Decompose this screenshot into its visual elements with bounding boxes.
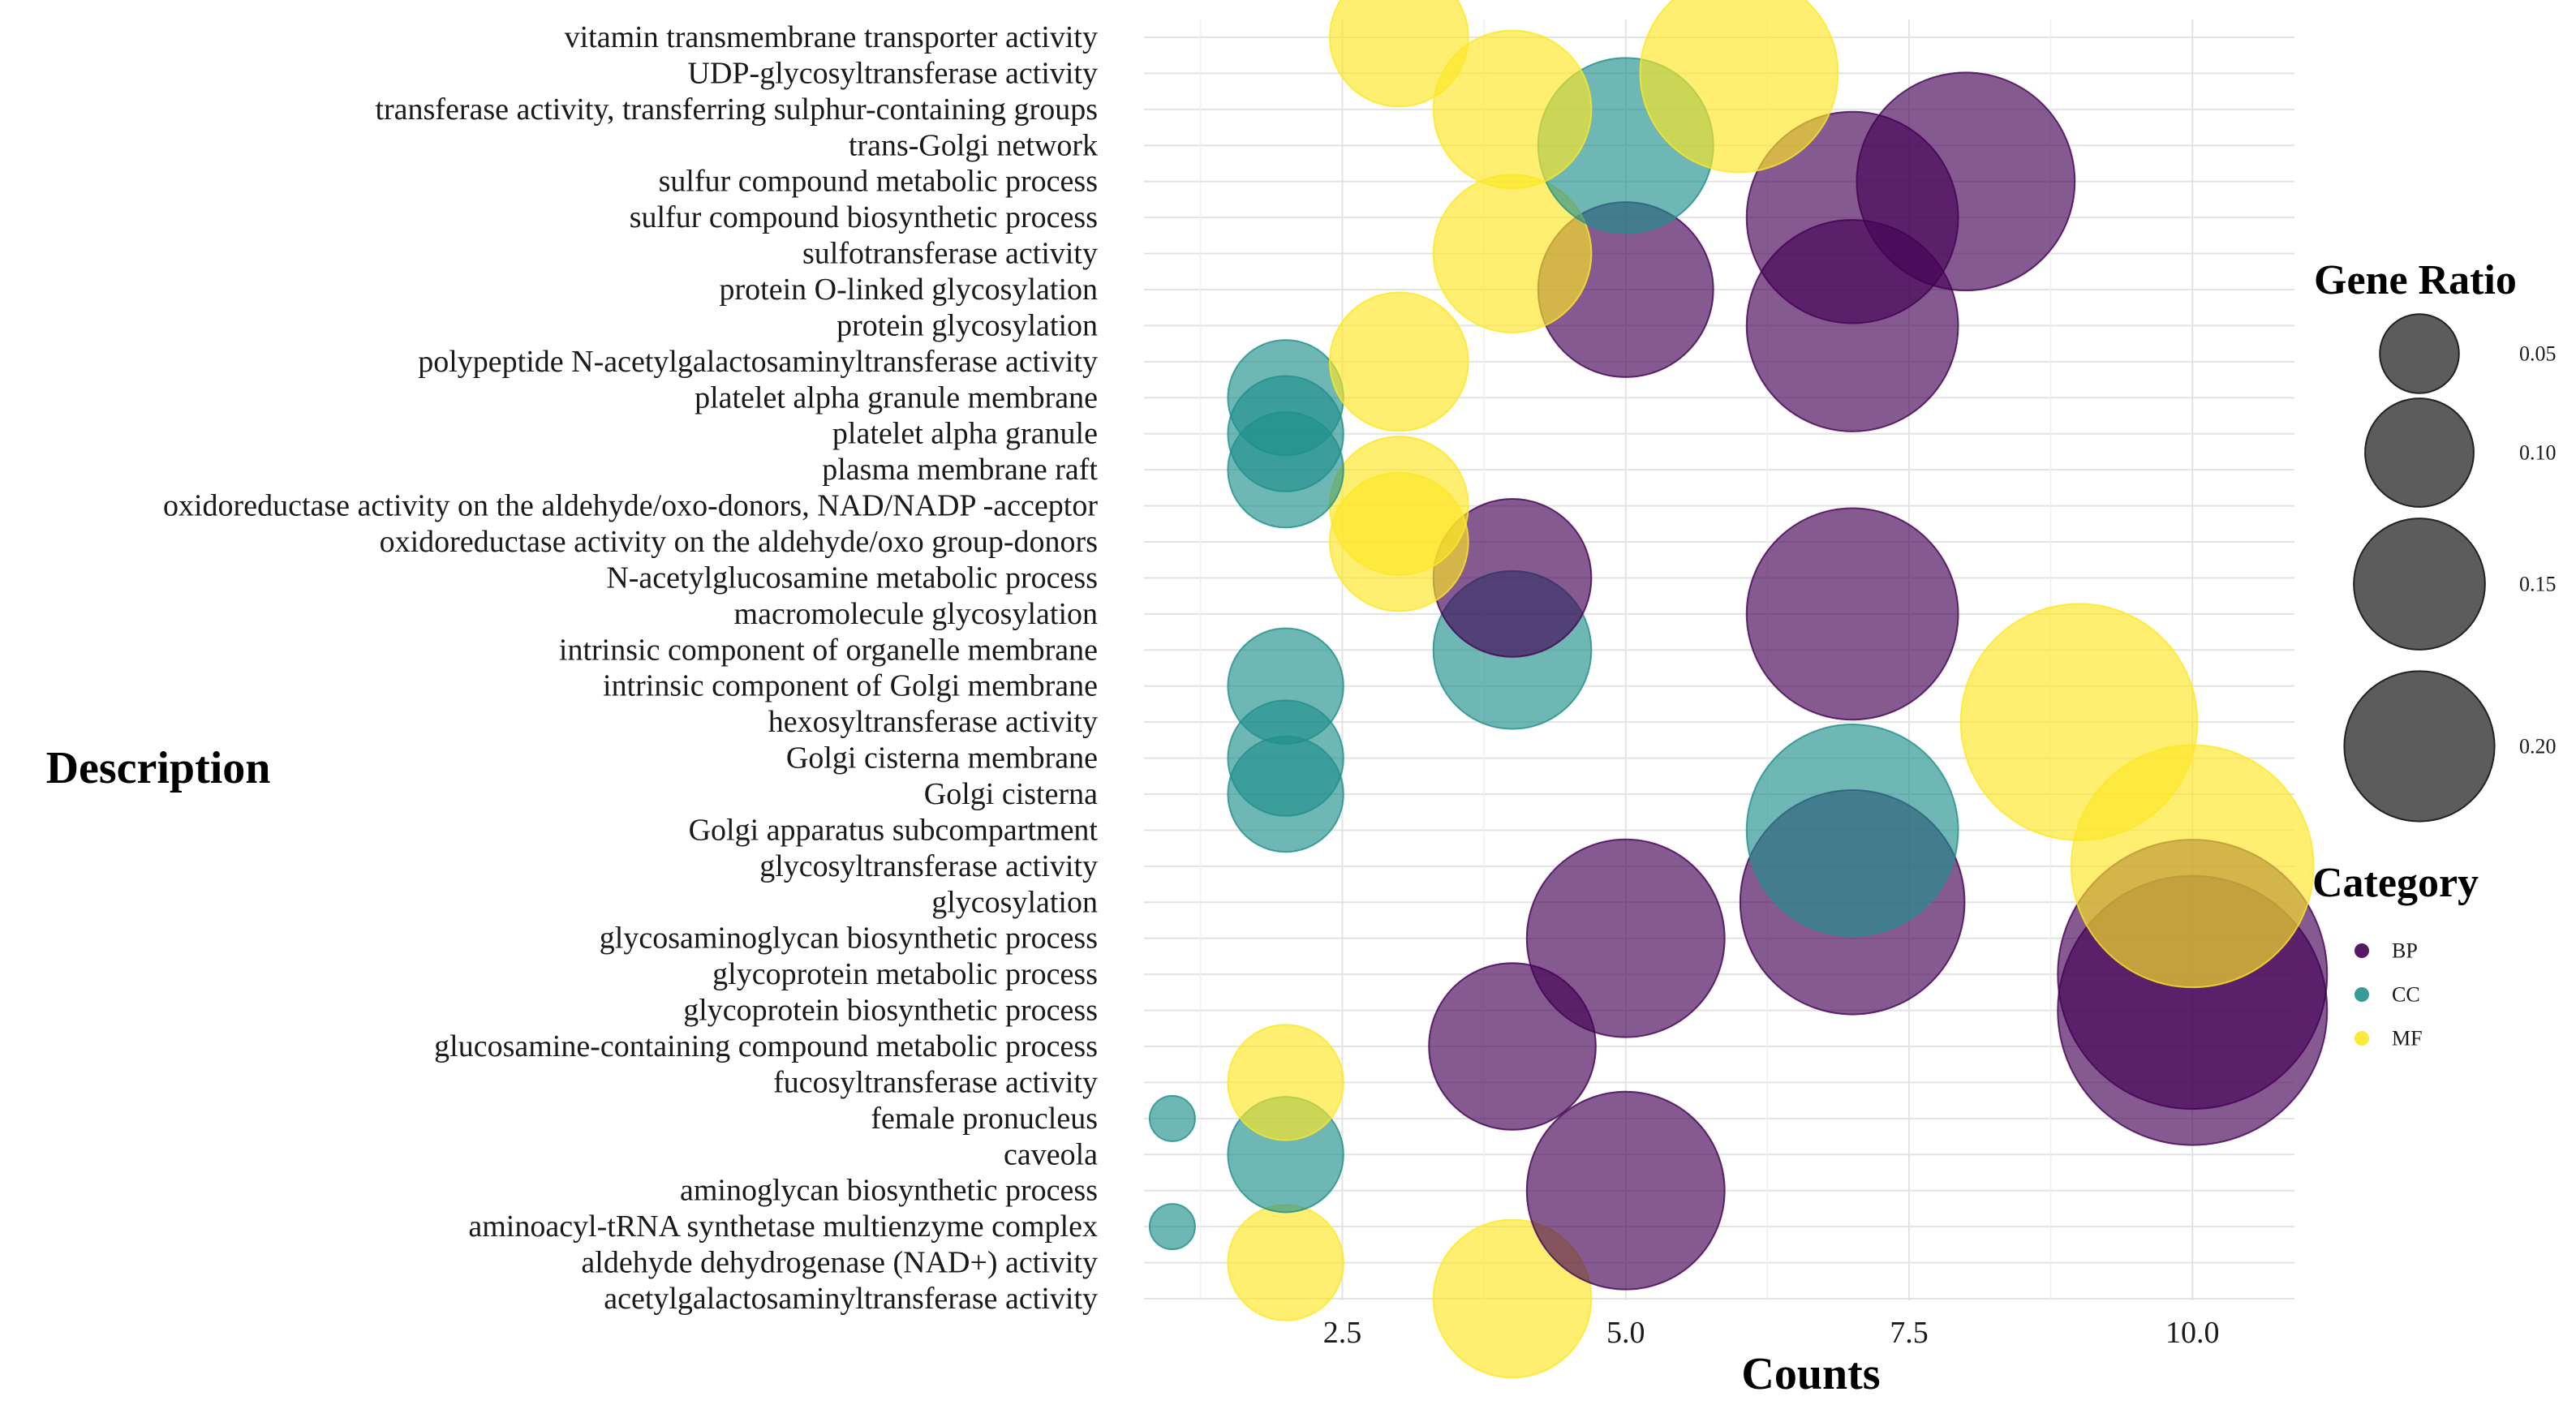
x-tick-label: 5.0 — [1606, 1316, 1645, 1350]
y-tick-label: protein glycosylation — [836, 308, 1098, 342]
size-legend: Gene Ratio 0.05 0.10 0.15 0.20 — [2314, 257, 2557, 823]
y-tick-label: platelet alpha granule — [832, 417, 1098, 451]
color-legend-key — [2355, 943, 2369, 958]
data-point — [1328, 0, 1469, 108]
y-tick-label: sulfur compound biosynthetic process — [630, 200, 1098, 234]
y-tick-label: N-acetylglucosamine metabolic process — [606, 561, 1098, 595]
size-legend-key — [2343, 670, 2496, 823]
y-tick-label: glucosamine-containing compound metaboli… — [434, 1029, 1098, 1063]
y-tick-label: glycoprotein biosynthetic process — [683, 994, 1098, 1028]
size-legend-key — [2364, 397, 2475, 508]
data-point — [1432, 29, 1593, 190]
x-tick-label: 2.5 — [1323, 1316, 1362, 1350]
y-tick-label: transferase activity, transferring sulph… — [375, 92, 1098, 127]
data-point — [1639, 0, 1839, 174]
data-point — [1227, 627, 1344, 745]
y-tick-label: Golgi apparatus subcompartment — [689, 813, 1099, 847]
x-axis-title: Counts — [1741, 1349, 1880, 1399]
color-legend-title: Category — [2312, 860, 2479, 906]
y-tick-label: hexosyltransferase activity — [768, 705, 1098, 739]
color-legend-label: CC — [2392, 983, 2420, 1007]
y-tick-label: glycosyltransferase activity — [759, 849, 1098, 883]
y-tick-label: glycosaminoglycan biosynthetic process — [600, 922, 1098, 956]
y-tick-label: sulfur compound metabolic process — [659, 165, 1098, 199]
size-legend-key — [2353, 518, 2486, 651]
data-point — [1856, 71, 2076, 292]
y-tick-label: UDP-glycosyltransferase activity — [688, 56, 1098, 90]
size-legend-label: 0.15 — [2519, 573, 2557, 596]
x-axis-ticks: 2.5 5.0 7.5 10.0 — [1323, 1316, 2220, 1350]
data-point — [1227, 1024, 1344, 1141]
x-tick-label: 7.5 — [1890, 1316, 1929, 1350]
size-legend-title: Gene Ratio — [2314, 257, 2517, 303]
data-point — [1148, 1094, 1196, 1142]
y-tick-label: glycosylation — [931, 885, 1098, 919]
color-legend-key — [2355, 1031, 2369, 1046]
y-tick-label: glycoprotein metabolic process — [712, 957, 1098, 991]
y-tick-label: Golgi cisterna membrane — [786, 741, 1098, 775]
y-tick-label: sulfotransferase activity — [802, 237, 1098, 271]
data-point — [1148, 1203, 1196, 1251]
data-point — [1525, 838, 1726, 1038]
color-legend-label: BP — [2392, 939, 2418, 963]
y-tick-label: trans-Golgi network — [849, 128, 1098, 162]
size-legend-label: 0.05 — [2519, 342, 2557, 366]
data-point — [1227, 339, 1344, 457]
y-tick-label: aldehyde dehydrogenase (NAD+) activity — [581, 1246, 1098, 1280]
data-point — [1328, 436, 1469, 576]
y-tick-label: oxidoreductase activity on the aldehyde/… — [380, 525, 1098, 559]
size-legend-label: 0.10 — [2519, 441, 2557, 465]
data-point — [1745, 724, 1959, 937]
data-point — [1745, 507, 1959, 721]
size-legend-key — [2379, 313, 2460, 394]
y-tick-label: female pronucleus — [871, 1102, 1098, 1136]
data-point — [1959, 603, 2199, 841]
y-tick-label: platelet alpha granule membrane — [695, 380, 1098, 415]
size-legend-label: 0.20 — [2519, 735, 2557, 758]
y-tick-label: acetylgalactosaminyltransferase activity — [604, 1282, 1098, 1316]
y-tick-label: Golgi cisterna — [924, 777, 1098, 811]
y-axis-labels: acetylgalactosaminyltransferase activity… — [163, 20, 1098, 1316]
data-point — [1227, 1204, 1344, 1321]
data-point — [1525, 1090, 1726, 1291]
y-axis-title: Description — [46, 743, 271, 793]
color-legend-key — [2355, 987, 2369, 1002]
color-legend-label: MF — [2392, 1027, 2423, 1050]
y-tick-label: plasma membrane raft — [822, 453, 1098, 487]
data-points — [1148, 0, 2329, 1379]
y-tick-label: aminoglycan biosynthetic process — [680, 1174, 1098, 1208]
y-tick-label: caveola — [1004, 1137, 1098, 1171]
y-tick-label: protein O-linked glycosylation — [720, 273, 1098, 307]
y-tick-label: aminoacyl-tRNA synthetase multienzyme co… — [468, 1209, 1098, 1244]
y-tick-label: macromolecule glycosylation — [734, 597, 1098, 631]
y-tick-label: polypeptide N-acetylgalactosaminyltransf… — [418, 345, 1098, 379]
y-tick-label: intrinsic component of organelle membran… — [559, 633, 1098, 667]
color-legend: Category BP CC MF — [2312, 860, 2479, 1050]
data-point — [1328, 291, 1469, 432]
y-tick-label: vitamin transmembrane transporter activi… — [565, 20, 1098, 54]
y-tick-label: intrinsic component of Golgi membrane — [603, 669, 1098, 703]
data-point — [1432, 1218, 1593, 1379]
x-tick-label: 10.0 — [2165, 1316, 2220, 1350]
y-tick-label: oxidoreductase activity on the aldehyde/… — [163, 489, 1098, 523]
y-tick-label: fucosyltransferase activity — [773, 1065, 1098, 1099]
